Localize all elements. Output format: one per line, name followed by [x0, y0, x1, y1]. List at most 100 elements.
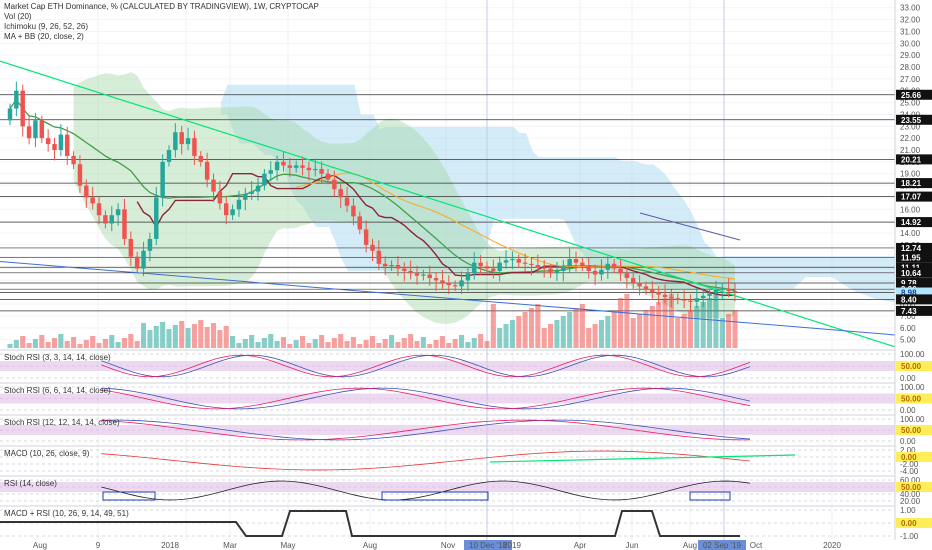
legend-stoch2: Stoch RSI (6, 6, 14, 14, close) [4, 386, 111, 395]
volume-bar-30 [198, 320, 204, 348]
volume-bar-58 [376, 343, 382, 348]
volume-bar-43 [280, 337, 287, 348]
candle-body-34 [224, 203, 229, 216]
candle-body-36 [236, 199, 242, 210]
macd-marker: 0.00 [901, 453, 917, 462]
y-tick-4: 29.00 [900, 51, 921, 60]
candle-body-67 [433, 278, 439, 281]
level-tag-13: 8.40 [901, 295, 917, 304]
volume-bar-71 [458, 335, 465, 348]
rsi-marker-bg [896, 482, 932, 492]
x-label-6: Nov [441, 541, 455, 550]
volume-bar-19 [128, 334, 134, 348]
volume-bar-107 [687, 310, 694, 348]
volume-bars [7, 294, 738, 348]
volume-bar-25 [166, 329, 172, 348]
volume-bar-75 [484, 341, 490, 348]
rsi-line [101, 480, 751, 501]
volume-bar-74 [478, 334, 484, 348]
candle-body-109 [700, 295, 706, 299]
candle-body-27 [179, 132, 184, 145]
level-tag-bg-4 [896, 191, 932, 202]
volume-bar-88 [567, 312, 573, 348]
x-label-3: Mar [223, 541, 237, 550]
volume-bar-31 [204, 327, 210, 348]
rsi-band [0, 482, 895, 492]
volume-bar-102 [656, 302, 662, 348]
volume-bar-8 [58, 334, 64, 348]
macdrsi-line [0, 510, 740, 537]
candle-body-89 [573, 259, 579, 263]
volume-bar-17 [115, 342, 121, 348]
volume-bar-81 [522, 312, 528, 348]
level-tag-bg-6 [896, 242, 932, 253]
volume-bar-6 [45, 342, 51, 348]
volume-bar-7 [51, 338, 58, 348]
level-tag-3: 18.21 [901, 179, 922, 188]
volume-bar-26 [172, 325, 178, 348]
candle-body-35 [230, 209, 235, 216]
candle-body-82 [529, 263, 534, 266]
candle-body-113 [726, 288, 731, 292]
volume-bar-3 [26, 343, 32, 348]
volume-bar-9 [64, 341, 70, 348]
candle-body-73 [472, 262, 477, 274]
volume-bar-85 [548, 324, 554, 348]
candle-body-50 [325, 173, 331, 180]
volume-bar-109 [700, 302, 706, 348]
candle-body-40 [262, 173, 267, 186]
candle-body-54 [351, 205, 356, 217]
y-tick-14: 19.00 [900, 170, 921, 179]
candle-body-96 [618, 268, 623, 274]
candle-body-88 [567, 259, 572, 267]
y-tick-25: 8.00 [900, 300, 916, 309]
volume-bar-108 [694, 306, 700, 348]
candle-body-83 [535, 265, 541, 268]
candle-body-19 [128, 238, 134, 257]
x-tag-bg-7 [464, 540, 512, 550]
candle-body-6 [45, 138, 51, 145]
stoch2-marker-bg [896, 393, 932, 404]
macdrsi-tick-0: 1.00 [900, 506, 916, 515]
candle-body-94 [605, 263, 611, 270]
y-tick-27: 6.00 [900, 324, 916, 333]
candle-body-112 [720, 288, 725, 290]
x-label-2: 2018 [161, 541, 179, 550]
candle-body-102 [656, 292, 661, 295]
candle-body-110 [707, 293, 712, 296]
volume-bar-97 [624, 294, 630, 348]
price-axis[interactable]: 33.0032.0031.0030.0029.0028.0027.0026.00… [894, 0, 932, 550]
candle-body-21 [141, 250, 146, 269]
stoch2-k [101, 387, 751, 410]
volume-bar-86 [554, 320, 560, 348]
candle-body-68 [440, 280, 445, 283]
volume-bar-29 [191, 324, 197, 348]
ichimoku-cloud [220, 84, 932, 304]
volume-bar-92 [592, 324, 598, 348]
candle-body-53 [344, 197, 350, 206]
macdrsi-marker-bg [896, 518, 932, 528]
legend-ichimoku: Ichimoku (9, 26, 52, 26) [4, 22, 89, 31]
candle-body-108 [694, 298, 700, 302]
volume-bar-106 [681, 314, 687, 348]
macdrsi-tick-2: -1.00 [900, 532, 919, 541]
candle-body-18 [122, 209, 127, 239]
legend-stoch1: Stoch RSI (3, 3, 14, 14, close) [4, 353, 111, 362]
x-label-10: Jun [626, 541, 639, 550]
volume-bar-78 [503, 324, 509, 348]
kijun-line [136, 173, 735, 296]
candle-body-46 [300, 165, 305, 168]
trendlines [0, 60, 896, 348]
volume-bar-98 [630, 318, 636, 348]
y-tick-8: 25.00 [900, 99, 921, 108]
stoch3-marker: 50.00 [901, 426, 922, 435]
candle-body-45 [293, 165, 299, 168]
volume-bar-111 [713, 294, 719, 348]
rsi-marker: 50.00 [901, 483, 922, 492]
candle-body-77 [497, 262, 502, 271]
volume-bar-44 [287, 344, 293, 348]
level-tag-12: 8.98 [901, 289, 917, 298]
candle-body-107 [688, 300, 693, 302]
